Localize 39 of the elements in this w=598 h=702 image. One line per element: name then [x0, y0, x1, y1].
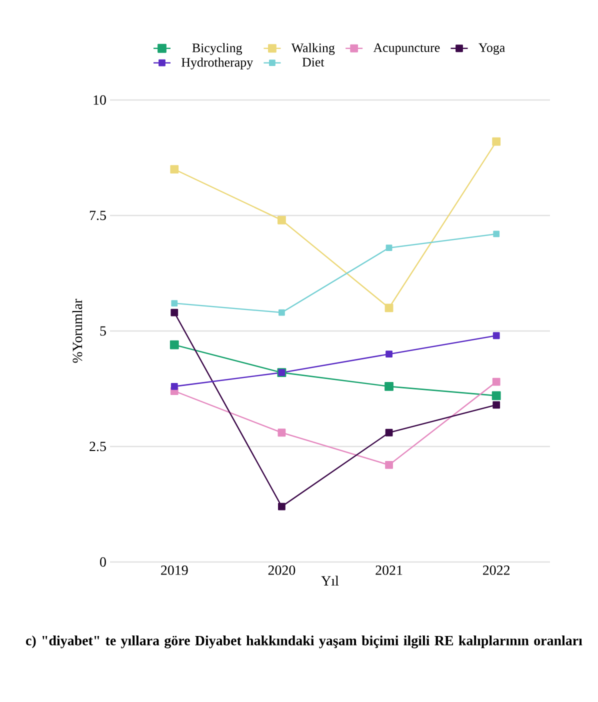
point — [170, 382, 178, 390]
y-tick-label: 10 — [94, 95, 106, 105]
point — [170, 165, 179, 174]
point — [170, 340, 179, 350]
y-tick-label: 7.5 — [90, 210, 106, 220]
point — [492, 401, 500, 409]
y-tick-label: 0 — [100, 557, 106, 567]
point — [386, 350, 392, 358]
y-tick-label: 5 — [100, 326, 106, 336]
point — [171, 300, 178, 306]
point — [492, 391, 501, 400]
legend-label: Bicycling — [192, 43, 242, 55]
y-tick-label: 2.5 — [90, 442, 106, 452]
point — [385, 428, 393, 436]
point — [492, 332, 500, 340]
point — [385, 461, 393, 469]
x-tick-label: 2022 — [483, 566, 510, 575]
x-axis-title: Yıl — [321, 576, 339, 586]
point — [170, 308, 178, 316]
legend-label: Hydrotherapy — [182, 58, 254, 70]
point — [492, 137, 501, 146]
legend-label: Yoga — [478, 43, 505, 55]
point — [278, 428, 286, 437]
point — [384, 382, 394, 391]
point — [492, 378, 500, 386]
point — [278, 502, 286, 510]
legend-label: Diet — [302, 58, 324, 67]
x-tick-label: 2021 — [376, 566, 402, 575]
x-tick-label: 2020 — [268, 566, 296, 575]
text: c) "diyabet" te yıllara göre Diyabet hakkındaki yaşam biçimi ilgili RE kalıplarının oranları — [26, 636, 582, 648]
point — [278, 309, 285, 316]
point — [386, 244, 392, 252]
point — [493, 230, 500, 238]
point — [278, 216, 286, 224]
x-tick-label: 2019 — [161, 566, 188, 575]
y-axis-title: %Yorumlar — [72, 298, 82, 363]
legend-label: Acupuncture — [373, 43, 440, 55]
legend-label: Walking — [291, 43, 335, 55]
point — [384, 304, 394, 312]
